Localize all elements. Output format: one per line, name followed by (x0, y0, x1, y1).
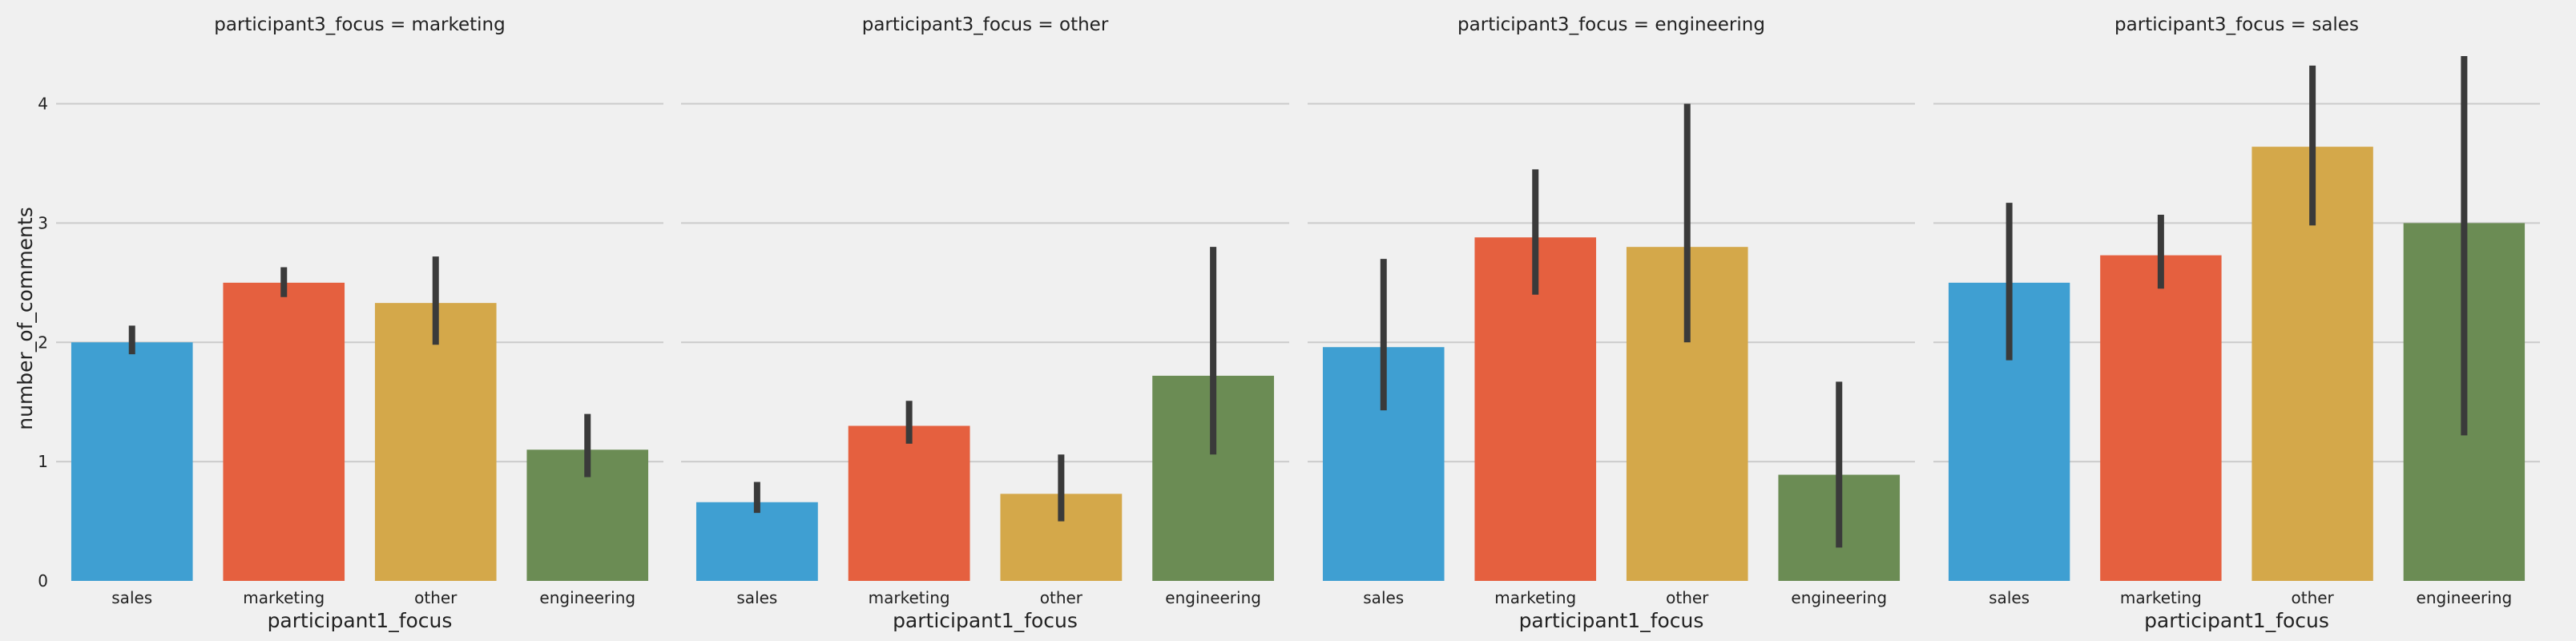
x-tick-label: sales (1363, 588, 1404, 607)
facet-title: participant3_focus = engineering (1457, 14, 1765, 35)
x-axis-label: participant1_focus (2144, 609, 2329, 632)
x-tick-label: other (1666, 588, 1709, 607)
x-tick-label: engineering (1791, 588, 1887, 607)
y-tick-label: 3 (38, 213, 48, 232)
bar-marketing (223, 282, 345, 581)
x-tick-label: engineering (539, 588, 635, 607)
x-tick-label: marketing (1494, 588, 1576, 607)
facet-title: participant3_focus = sales (2114, 14, 2359, 35)
y-tick-label: 4 (38, 95, 48, 114)
y-axis-label: number_of_comments (14, 207, 37, 429)
x-tick-label: engineering (2417, 588, 2513, 607)
x-tick-label: other (1040, 588, 1083, 607)
x-tick-label: sales (1989, 588, 2030, 607)
x-tick-label: engineering (1165, 588, 1261, 607)
x-tick-label: marketing (2120, 588, 2202, 607)
facet-title: participant3_focus = marketing (214, 14, 505, 35)
x-tick-label: sales (736, 588, 777, 607)
x-axis-label: participant1_focus (893, 609, 1078, 632)
bar-marketing (1474, 237, 1597, 581)
y-tick-label: 2 (38, 333, 48, 352)
y-tick-label: 1 (38, 452, 48, 471)
x-tick-label: other (414, 588, 458, 607)
x-tick-label: other (2291, 588, 2334, 607)
x-tick-label: marketing (243, 588, 325, 607)
bar-other (374, 303, 497, 581)
bar-marketing (2100, 255, 2222, 581)
x-axis-label: participant1_focus (268, 609, 453, 632)
facet-title: participant3_focus = other (862, 14, 1109, 35)
y-tick-label: 0 (38, 571, 48, 591)
x-tick-label: sales (111, 588, 152, 607)
bar-sales (695, 502, 818, 581)
bar-marketing (848, 425, 970, 581)
bar-sales (71, 342, 193, 581)
x-axis-label: participant1_focus (1519, 609, 1704, 632)
x-tick-label: marketing (869, 588, 950, 607)
